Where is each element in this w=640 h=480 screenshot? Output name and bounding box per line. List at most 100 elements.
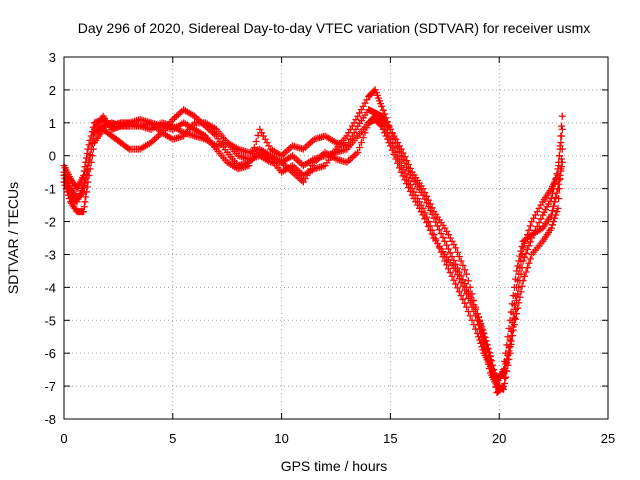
data-point-interp — [556, 145, 564, 153]
data-point — [528, 234, 536, 242]
data-point-interp — [82, 154, 90, 162]
data-point — [463, 290, 471, 298]
data-point-interp — [379, 125, 387, 133]
data-point-interp — [550, 202, 558, 210]
x-tick-label: 10 — [274, 431, 288, 446]
data-point-interp — [505, 355, 513, 363]
data-point-interp — [556, 171, 564, 179]
data-point-interp — [508, 300, 516, 308]
data-point-interp — [446, 249, 454, 257]
data-point-interp — [403, 157, 411, 165]
data-point-interp — [457, 257, 465, 265]
data-point-interp — [550, 218, 558, 226]
data-point-interp — [399, 149, 407, 157]
data-point-interp — [488, 357, 496, 365]
data-point-interp — [549, 207, 557, 215]
data-point — [500, 366, 508, 374]
y-tick-label: 1 — [49, 116, 56, 131]
data-point — [547, 224, 555, 232]
data-point-interp — [85, 158, 93, 166]
data-point-interp — [535, 219, 543, 227]
data-point-interp — [526, 222, 534, 230]
data-point-interp — [359, 134, 367, 142]
data-point — [354, 148, 362, 156]
data-point-interp — [551, 214, 559, 222]
data-point — [473, 316, 481, 324]
data-point-interp — [552, 193, 560, 201]
data-point-interp — [80, 203, 88, 211]
data-point-interp — [518, 242, 526, 250]
data-point-interp — [81, 198, 89, 206]
data-point — [80, 208, 88, 216]
y-tick-label: -1 — [44, 182, 56, 197]
data-point-interp — [406, 187, 414, 195]
data-point-interp — [457, 292, 465, 300]
data-point-interp — [479, 338, 487, 346]
data-point-interp — [424, 222, 432, 230]
data-point-interp — [526, 255, 534, 263]
data-point-interp — [516, 277, 524, 285]
data-point-interp — [514, 290, 522, 298]
data-point-interp — [485, 365, 493, 373]
data-point-interp — [537, 215, 545, 223]
data-point-interp — [482, 337, 490, 345]
data-point — [397, 145, 405, 153]
y-tick-label: -7 — [44, 379, 56, 394]
data-point — [513, 297, 521, 305]
data-point — [513, 267, 521, 275]
data-point — [547, 211, 555, 219]
data-point-interp — [461, 286, 469, 294]
data-point-interp — [453, 248, 461, 256]
data-point-interp — [63, 181, 71, 189]
data-point-interp — [383, 135, 391, 143]
y-tick-label: 3 — [49, 50, 56, 65]
data-point-interp — [489, 361, 497, 369]
data-point-interp — [459, 295, 467, 303]
data-point-interp — [65, 188, 73, 196]
data-point-interp — [525, 259, 533, 267]
data-point-interp — [531, 226, 539, 234]
data-point-interp — [510, 314, 518, 322]
data-point-interp — [448, 272, 456, 280]
data-point-interp — [124, 144, 132, 152]
data-point-interp — [508, 332, 516, 340]
data-point-interp — [501, 379, 509, 387]
data-point-interp — [525, 242, 533, 250]
data-point-interp — [439, 233, 447, 241]
data-point-interp — [507, 340, 515, 348]
data-point-interp — [459, 282, 467, 290]
data-point-interp — [505, 325, 513, 332]
data-point-interp — [89, 132, 97, 140]
data-point-interp — [526, 238, 534, 246]
series-1 — [60, 112, 566, 384]
y-tick-label: -5 — [44, 313, 56, 328]
data-point — [452, 260, 460, 268]
data-point — [419, 185, 427, 193]
data-point-interp — [405, 184, 413, 192]
data-point — [463, 270, 471, 278]
data-point-interp — [468, 303, 476, 311]
data-point-interp — [377, 121, 385, 129]
data-point-interp — [464, 294, 472, 302]
data-point-interp — [552, 175, 560, 183]
data-point-interp — [392, 155, 400, 163]
data-point — [519, 257, 527, 265]
data-point-interp — [428, 230, 436, 238]
data-point-interp — [426, 200, 434, 208]
data-point-interp — [423, 192, 431, 200]
x-tick-label: 5 — [169, 431, 176, 446]
data-point-interp — [406, 164, 414, 172]
data-point — [547, 195, 555, 203]
data-point-interp — [357, 139, 365, 147]
data-point-interp — [549, 190, 557, 198]
data-point-interp — [424, 196, 432, 204]
data-point-interp — [466, 299, 474, 307]
data-point-interp — [512, 305, 520, 313]
data-point — [441, 237, 449, 245]
data-point-interp — [461, 266, 469, 274]
data-point-interp — [61, 175, 69, 183]
data-point-interp — [453, 284, 461, 292]
data-point-interp — [457, 278, 465, 286]
data-point — [419, 211, 427, 219]
data-point-interp — [477, 329, 485, 337]
